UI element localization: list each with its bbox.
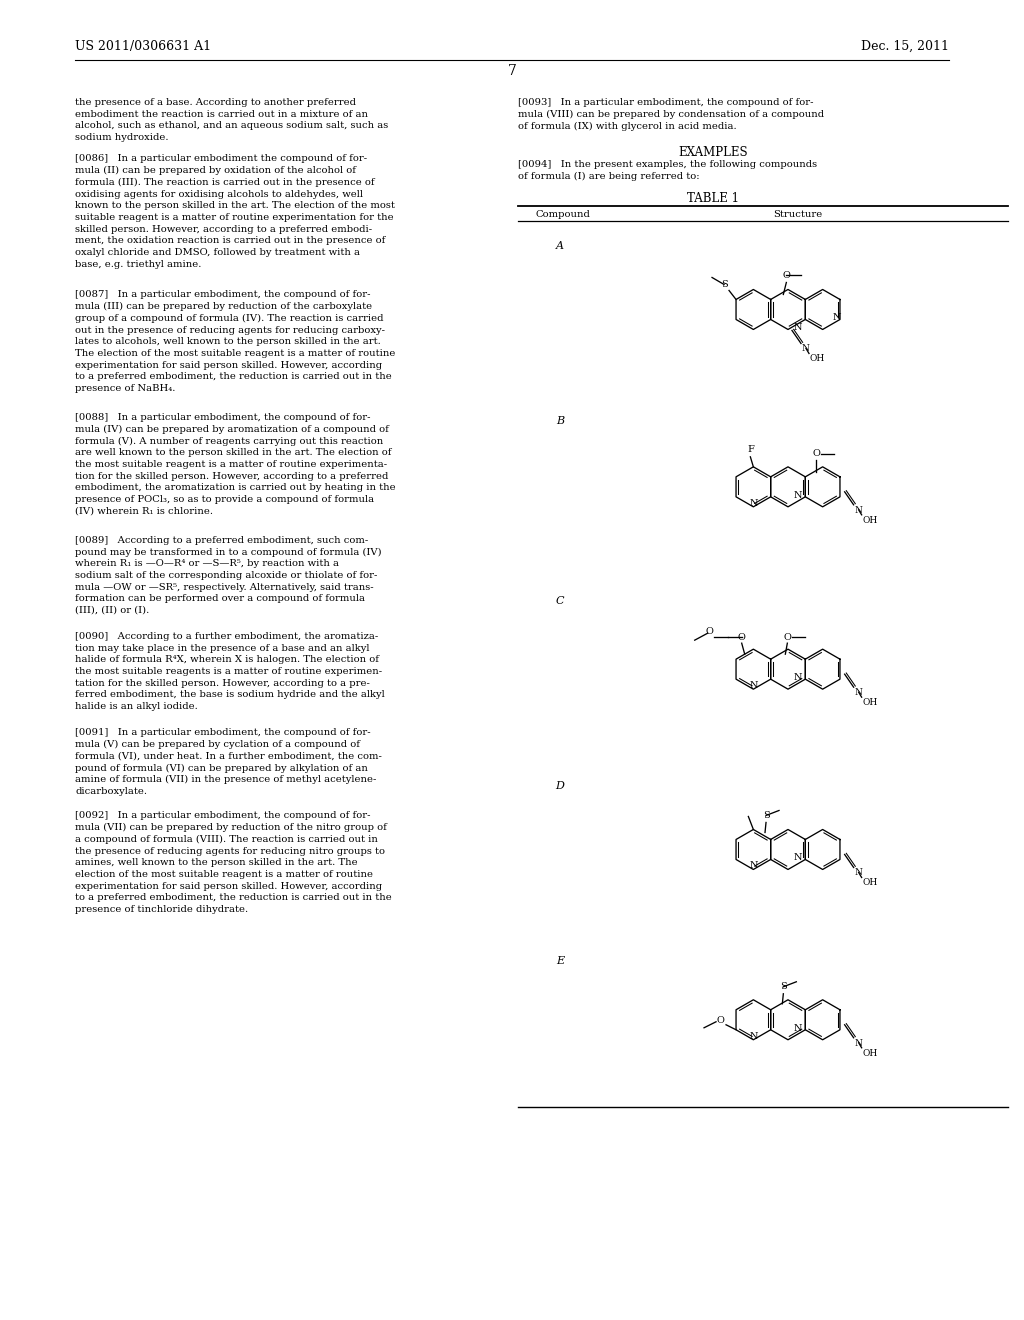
Text: 7: 7: [508, 63, 516, 78]
Text: N: N: [794, 853, 802, 862]
Text: OH: OH: [862, 516, 878, 525]
Text: O: O: [716, 1016, 724, 1026]
Text: N: N: [802, 345, 810, 354]
Text: O: O: [737, 632, 745, 642]
Text: [0089]   According to a preferred embodiment, such com-
pound may be transformed: [0089] According to a preferred embodime…: [75, 536, 382, 615]
Text: F: F: [746, 445, 754, 454]
Text: [0086]   In a particular embodiment the compound of for-
mula (II) can be prepar: [0086] In a particular embodiment the co…: [75, 154, 395, 269]
Text: [0094]   In the present examples, the following compounds
of formula (I) are bei: [0094] In the present examples, the foll…: [518, 160, 817, 181]
Text: S: S: [763, 810, 769, 820]
Text: [0091]   In a particular embodiment, the compound of for-
mula (V) can be prepar: [0091] In a particular embodiment, the c…: [75, 729, 382, 796]
Text: OH: OH: [810, 355, 825, 363]
Text: N: N: [750, 1032, 758, 1040]
Text: O: O: [782, 271, 791, 280]
Text: Structure: Structure: [773, 210, 822, 219]
Text: S: S: [780, 982, 786, 991]
Text: N: N: [750, 499, 758, 508]
Text: N: N: [750, 862, 758, 870]
Text: A: A: [556, 242, 564, 251]
Text: N: N: [794, 323, 802, 331]
Text: N: N: [794, 1024, 802, 1032]
Text: N: N: [750, 681, 758, 690]
Text: C: C: [556, 597, 564, 606]
Text: E: E: [556, 956, 564, 966]
Text: Dec. 15, 2011: Dec. 15, 2011: [861, 40, 949, 53]
Text: N: N: [855, 869, 862, 878]
Text: N: N: [855, 1039, 862, 1048]
Text: [0093]   In a particular embodiment, the compound of for-
mula (VIII) can be pre: [0093] In a particular embodiment, the c…: [518, 98, 824, 131]
Text: US 2011/0306631 A1: US 2011/0306631 A1: [75, 40, 211, 53]
Text: [0088]   In a particular embodiment, the compound of for-
mula (IV) can be prepa: [0088] In a particular embodiment, the c…: [75, 413, 395, 516]
Text: OH: OH: [862, 698, 878, 708]
Text: N: N: [794, 491, 802, 500]
Text: Compound: Compound: [536, 210, 591, 219]
Text: D: D: [556, 781, 564, 791]
Text: EXAMPLES: EXAMPLES: [678, 145, 748, 158]
Text: N: N: [833, 313, 842, 322]
Text: B: B: [556, 416, 564, 426]
Text: [0087]   In a particular embodiment, the compound of for-
mula (III) can be prep: [0087] In a particular embodiment, the c…: [75, 290, 395, 393]
Text: OH: OH: [862, 1049, 878, 1057]
Text: the presence of a base. According to another preferred
embodiment the reaction i: the presence of a base. According to ano…: [75, 98, 388, 143]
Text: N: N: [855, 506, 862, 515]
Text: O: O: [706, 627, 714, 636]
Text: OH: OH: [862, 879, 878, 887]
Text: TABLE 1: TABLE 1: [687, 193, 739, 205]
Text: O: O: [783, 632, 792, 642]
Text: O: O: [812, 449, 820, 458]
Text: S: S: [721, 280, 727, 289]
Text: [0090]   According to a further embodiment, the aromatiza-
tion may take place i: [0090] According to a further embodiment…: [75, 632, 385, 711]
Text: N: N: [794, 673, 802, 682]
Text: N: N: [855, 688, 862, 697]
Text: [0092]   In a particular embodiment, the compound of for-
mula (VII) can be prep: [0092] In a particular embodiment, the c…: [75, 812, 392, 913]
